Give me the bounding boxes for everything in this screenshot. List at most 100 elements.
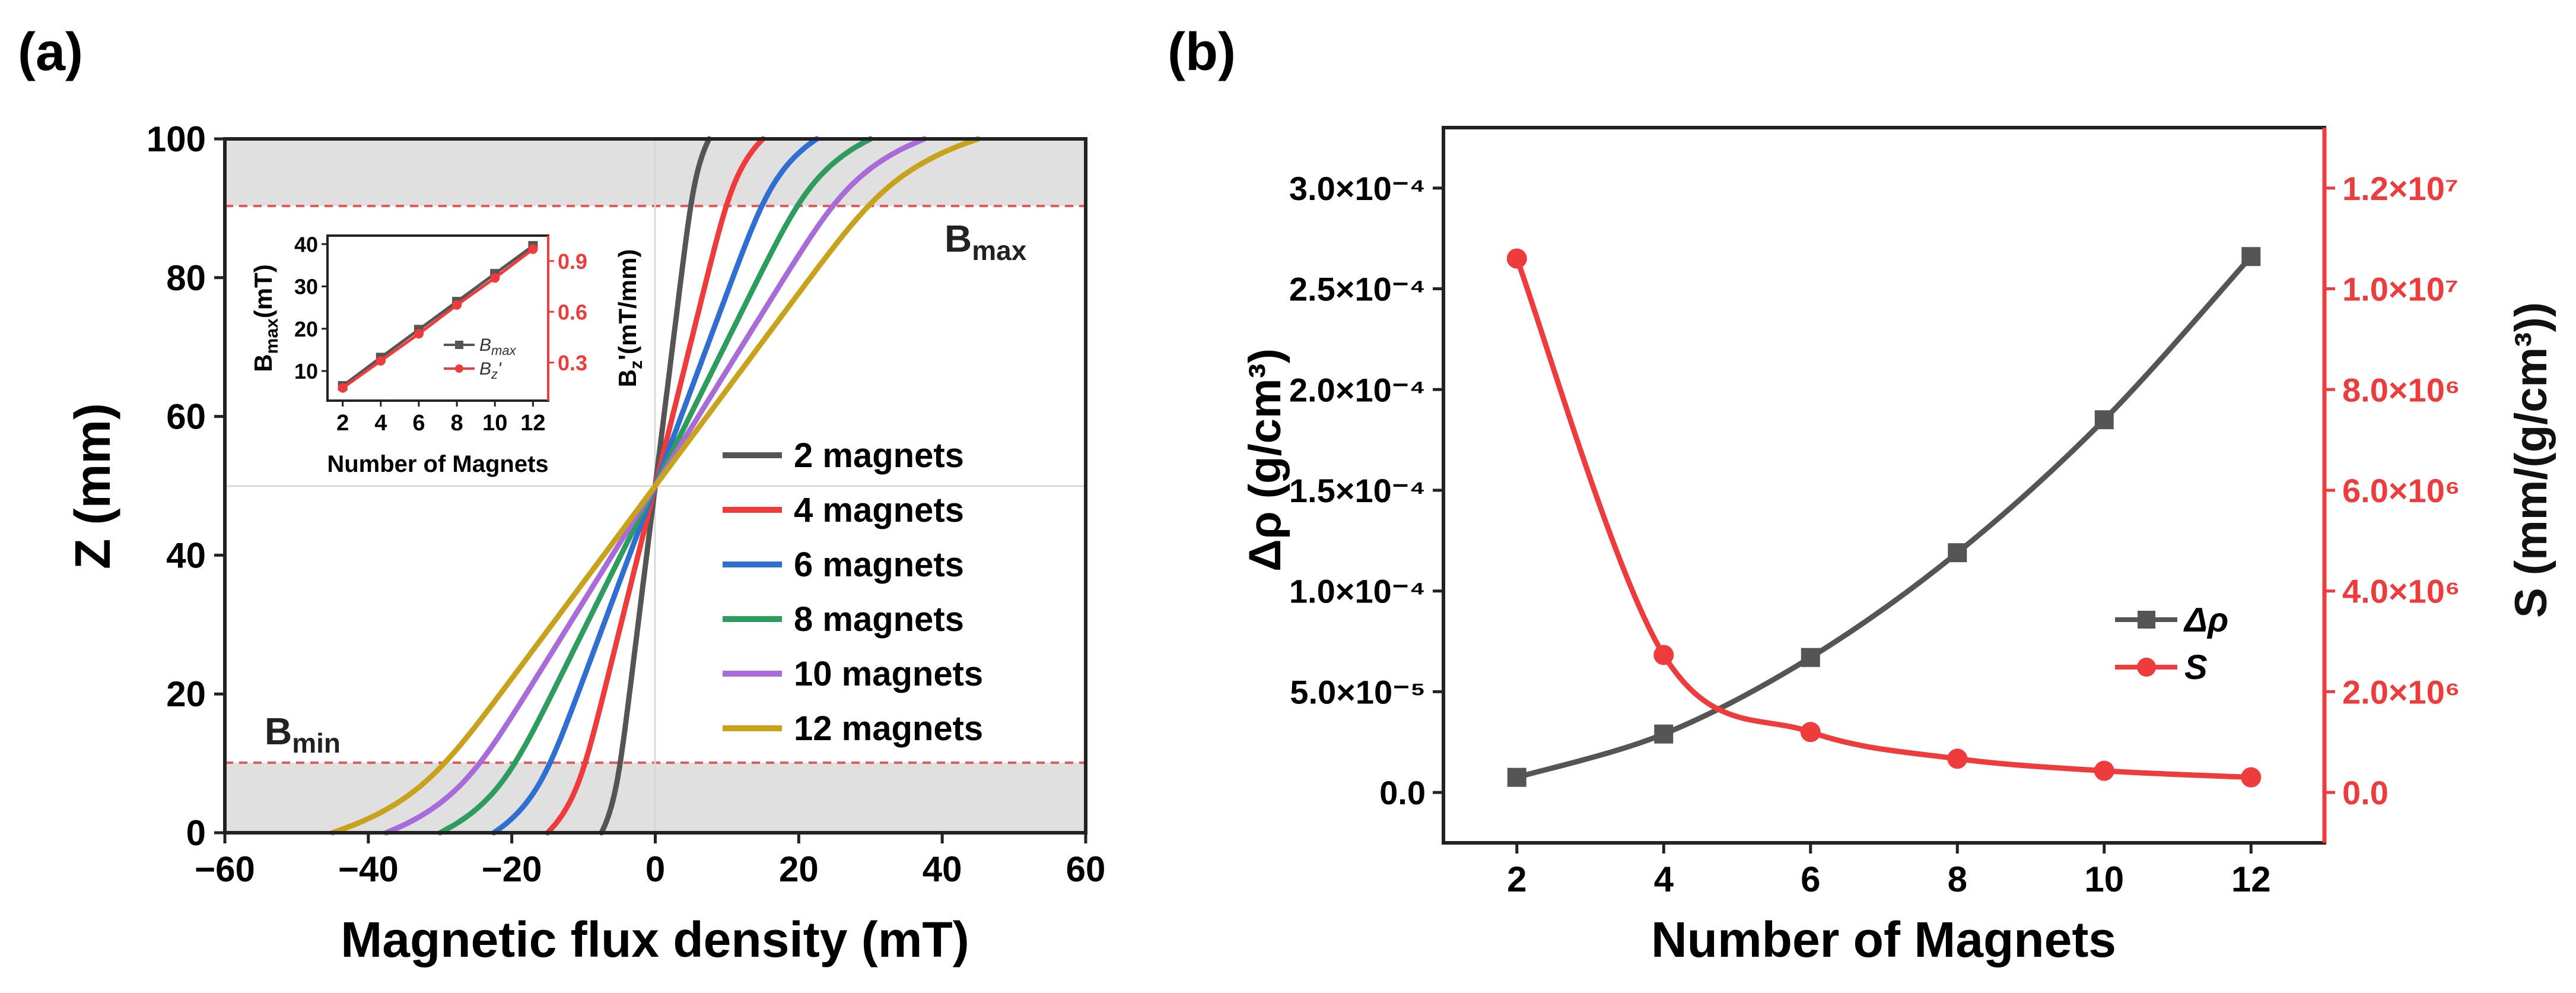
marker-square [2094, 410, 2114, 430]
marker-square [1948, 543, 1967, 563]
marker-square [1801, 648, 1820, 667]
inset-marker-circle [414, 329, 424, 339]
y-tick-label-left: 2.5×10⁻⁴ [1289, 271, 1426, 308]
annotation-bmin-sub: min [292, 728, 341, 759]
inset-marker-circle [376, 356, 386, 366]
inset-ylabel-left-main: B [249, 354, 277, 372]
x-tick-label: 6 [1801, 859, 1820, 899]
legend-label: 8 magnets [794, 600, 964, 639]
marker-circle [2094, 760, 2114, 781]
inset-x-tick-label: 2 [336, 411, 349, 436]
panel-b-series [1506, 247, 2262, 788]
x-tick-label: 8 [1948, 859, 1967, 899]
inset-ylabel-left-unit: (mT) [249, 264, 277, 318]
y-tick-label-left: 1.0×10⁻⁴ [1289, 573, 1426, 610]
series-line [1516, 255, 2253, 781]
y-tick-label-left: 0.0 [1379, 774, 1426, 811]
panel-a-xlabel: Magnetic flux density (mT) [341, 912, 969, 967]
inset-legend-marker [455, 341, 463, 349]
panel-a-ticks: −60 −40 −20 0 20 40 60 0 20 40 60 80 100 [147, 119, 1105, 889]
inset-series-line [342, 245, 534, 388]
marker-square [1654, 724, 1674, 744]
inset-xlabel: Number of Magnets [327, 451, 548, 477]
panel-a-plot-area: −60 −40 −20 0 20 40 60 0 20 40 60 80 100 Bmax Bmin 2… [147, 119, 1105, 889]
y-tick-label-right: 1.0×10⁷ [2342, 271, 2459, 308]
legend-marker [2138, 611, 2155, 629]
marker-circle [1506, 248, 1527, 269]
panel-a-ylabel: Z (mm) [65, 403, 120, 569]
y-tick-label: 80 [166, 258, 206, 298]
y-tick-label-right: 2.0×10⁶ [2342, 673, 2460, 710]
y-tick-label: 60 [166, 397, 206, 437]
panel-b-ylabel-left: Δρ (g/cm³) [1240, 348, 1290, 572]
legend-label: 6 magnets [794, 545, 964, 584]
y-tick-label-right: 4.0×10⁶ [2342, 573, 2460, 610]
inset-y-tick-label-left: 20 [294, 317, 318, 341]
inset-y-tick-label-left: 40 [294, 232, 318, 256]
flux-curve [329, 136, 981, 836]
legend-label: Δρ [2183, 601, 2228, 639]
inset-content: 2 4 6 8 10 12 10 20 30 40 0.3 0.6 0.9 [294, 232, 587, 436]
marker-circle [1800, 722, 1821, 743]
x-tick-label: 12 [2231, 859, 2271, 899]
inset-legend-label: Bmax [479, 335, 517, 358]
y-tick-label-right: 1.2×10⁷ [2342, 170, 2459, 207]
annotation-bmax-sub: max [972, 235, 1026, 266]
x-tick-label: 2 [1507, 859, 1526, 899]
inset-legend-label: Bz' [479, 359, 502, 382]
inset-ylabel-left-sub: max [262, 318, 282, 354]
inset-legend-label-main: B [479, 335, 491, 355]
y-tick-label-left: 2.0×10⁻⁴ [1289, 371, 1426, 408]
inset-marker-circle [452, 300, 462, 310]
panel-a: (a) −60 −40 −20 0 20 40 60 0 20 40 60 80 100 Bmax Bm… [18, 23, 1105, 967]
legend-label: 4 magnets [794, 491, 964, 529]
y-tick-label-left: 1.5×10⁻⁴ [1289, 472, 1426, 509]
panel-b-ylabel-right: S (mm/(g/cm³)) [2506, 302, 2556, 618]
inset-marker-circle [528, 244, 538, 254]
inset-legend-label-sub: max [491, 343, 517, 358]
annotation-bmax-main: B [944, 217, 972, 260]
panel-a-legend: 2 magnets 4 magnets 6 magnets 8 magnets 10 m… [723, 436, 983, 748]
y-tick-label-right: 8.0×10⁶ [2342, 371, 2460, 408]
x-tick-label: 10 [2084, 859, 2124, 899]
y-tick-label-left: 5.0×10⁻⁵ [1290, 673, 1426, 710]
marker-square [2241, 247, 2261, 267]
inset-x-tick-label: 6 [412, 411, 425, 436]
x-tick-label: 60 [1066, 849, 1106, 889]
x-tick-label: 4 [1654, 859, 1674, 899]
y-tick-label: 20 [166, 674, 206, 714]
marker-circle [1653, 645, 1674, 665]
inset-ylabel-right: Bz'(mT/mm) [613, 249, 646, 388]
legend-label: 12 magnets [794, 709, 983, 748]
inset-ylabel-right-sub: z [626, 360, 646, 369]
marker-circle [2241, 767, 2262, 788]
inset-series-line [342, 248, 534, 389]
inset-y-tick-label-right: 0.9 [558, 249, 587, 274]
panel-b: (b) 2 4 6 8 10 120.05.0×10⁻⁵1.0×10⁻⁴1.5×10⁻⁴2… [1168, 23, 2556, 967]
marker-circle [1947, 748, 1968, 769]
inset-marker-circle [338, 383, 348, 393]
panel-b-label: (b) [1168, 23, 1236, 82]
x-tick-label: 20 [779, 849, 819, 889]
x-tick-label: 40 [923, 849, 962, 889]
inset-chart: 2 4 6 8 10 12 10 20 30 40 0.3 0.6 0.9 Number of Magn… [249, 232, 646, 477]
panel-a-label: (a) [18, 23, 83, 82]
panel-b-ticks: 2 4 6 8 10 12 0.0 5.0×10⁻⁵ 1.0×10⁻⁴ 1.5×10⁻⁴ 2.0×1… [1289, 128, 2460, 899]
inset-y-tick-label-left: 10 [294, 359, 318, 383]
panel-b-legend: Δρ S [2115, 601, 2228, 687]
legend-label: S [2184, 648, 2208, 687]
x-tick-label: 0 [645, 849, 665, 889]
panel-b-xlabel: Number of Magnets [1651, 912, 2116, 967]
inset-x-tick-label: 10 [482, 411, 507, 436]
y-tick-label-right: 6.0×10⁶ [2342, 472, 2460, 509]
inset-ylabel-right-main: B [613, 369, 641, 387]
inset-legend-label-suffix: ' [498, 359, 502, 379]
y-tick-label-left: 3.0×10⁻⁴ [1289, 170, 1426, 207]
annotation-bmax: Bmax [944, 217, 1027, 266]
annotation-bmin: Bmin [265, 710, 341, 759]
inset-ylabel-left: Bmax(mT) [249, 264, 282, 372]
inset-x-tick-label: 12 [520, 411, 545, 436]
panel-b-frame [1442, 126, 2326, 845]
